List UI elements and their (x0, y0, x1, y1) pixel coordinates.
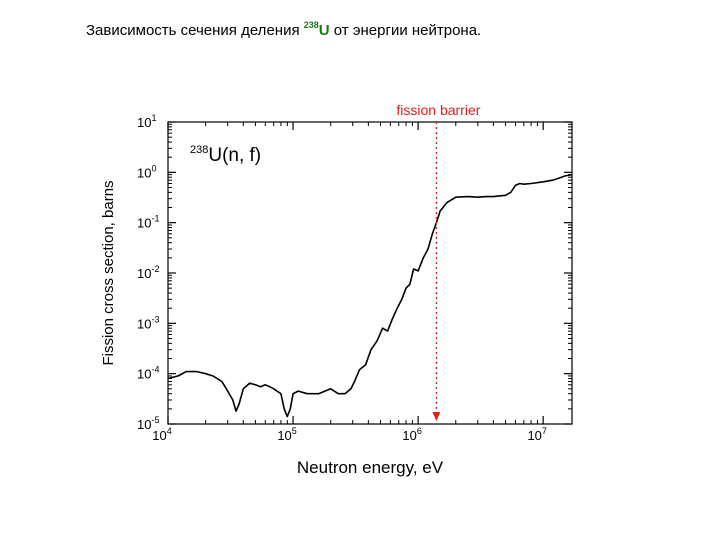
cross-section-curve (167, 173, 573, 418)
y-tick-label: 10-4 (137, 365, 159, 382)
y-tick-label: 100 (137, 163, 156, 180)
fission-barrier-arrowhead (432, 412, 441, 421)
x-tick-label: 106 (402, 426, 421, 443)
panel-label-text: U(n, f) (208, 145, 261, 166)
title-text-after: от энергии нейтрона. (333, 22, 482, 39)
y-tick-label: 10-3 (137, 314, 159, 331)
isotope-symbol: U (318, 22, 330, 39)
fission-barrier-label: fission barrier (396, 102, 480, 118)
panel-label-mass-number: 238 (190, 144, 208, 156)
y-tick-label: 10-2 (137, 264, 159, 281)
slide-title: Зависимость сечения деления 238U от энер… (86, 20, 481, 39)
x-tick-label: 107 (527, 426, 546, 443)
y-axis-label: Fission cross section, barns (100, 180, 117, 365)
y-axis: 10-5 10-4 10-3 10-2 10-1 100 101 (137, 113, 572, 432)
x-tick-label: 104 (152, 426, 171, 443)
y-tick-label: 10-5 (137, 415, 159, 432)
y-tick-label: 10-1 (137, 214, 159, 231)
data-series (167, 173, 573, 418)
plot-frame (167, 121, 573, 425)
x-axis: 104 105 106 107 (152, 122, 547, 443)
panel-label: 238U(n, f) (190, 144, 261, 166)
isotope-label: 238U (303, 20, 330, 39)
isotope-mass-number: 238 (303, 20, 319, 30)
x-axis-label: Neutron energy, eV (297, 458, 444, 477)
y-tick-label: 101 (137, 113, 156, 130)
title-text-before: Зависимость сечения деления (86, 22, 300, 39)
fission-barrier-annotation: fission barrier (396, 102, 481, 421)
x-tick-label: 105 (277, 426, 296, 443)
